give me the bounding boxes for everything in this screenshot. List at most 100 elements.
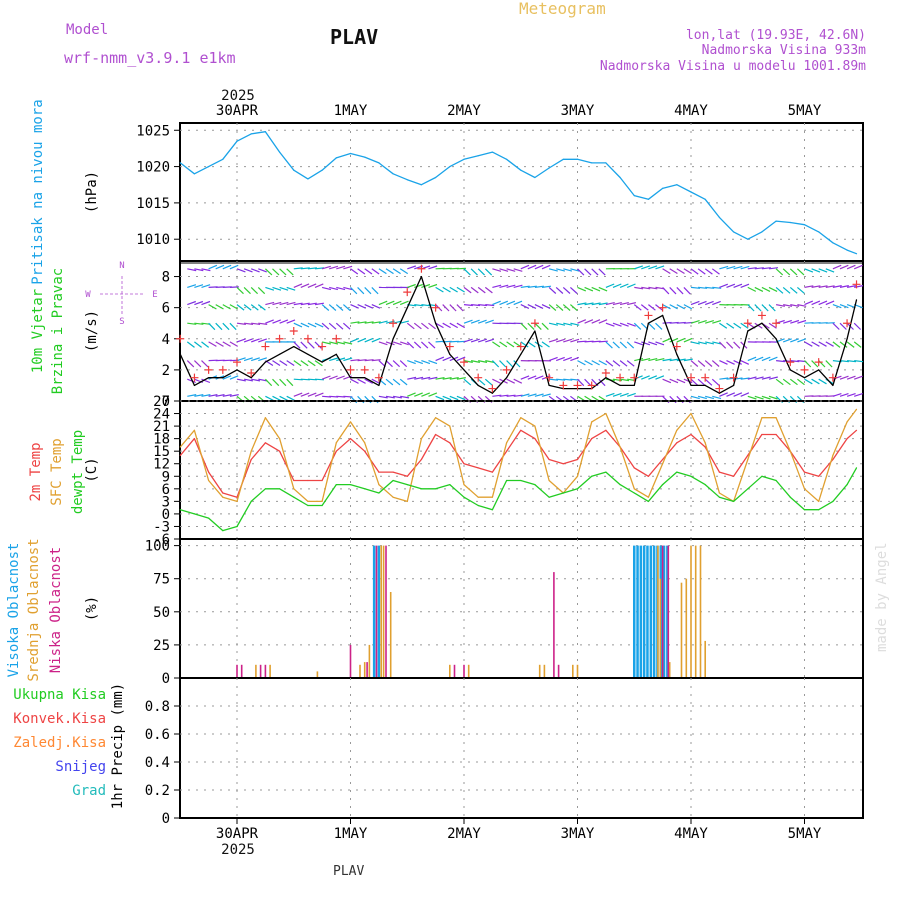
wind-gust-marker: [389, 319, 397, 327]
cloud-mid-bar: [686, 579, 688, 678]
wind-barb: [826, 361, 832, 367]
wind-barb: [443, 287, 451, 292]
cloud-mid-bar: [660, 579, 662, 678]
wind-speed-line-point: [492, 393, 493, 394]
tick-label-y: 25: [153, 638, 170, 654]
temp-t2m-line-point: [208, 472, 209, 473]
wind-barb: [627, 361, 634, 367]
tick-label-y: 27: [153, 394, 170, 410]
wind-speed-line-point: [194, 385, 195, 386]
temp-t2m-line-point: [634, 467, 635, 468]
temp-t2m-line-point: [605, 430, 606, 431]
wind-barb: [209, 305, 217, 309]
wind-gust-marker: [644, 311, 652, 319]
cloud-high-bar: [378, 546, 381, 678]
temp-sfc-line-point: [856, 409, 857, 410]
wind-speed-line-point: [733, 385, 734, 386]
wind-barb: [755, 287, 763, 291]
wind-barb: [762, 287, 770, 291]
temp-sfc-line-point: [478, 497, 479, 498]
pressure-line-point: [804, 224, 805, 225]
wind-barb: [776, 379, 783, 385]
wind-gust-marker: [219, 366, 227, 374]
temp-t2m-line-point: [265, 442, 266, 443]
wind-barb: [485, 379, 492, 385]
day-label-bottom: 5MAY: [788, 826, 822, 842]
temp-axis-title-2: SFC Temp: [49, 438, 65, 505]
temp-dewpt-line-point: [350, 484, 351, 485]
wind-speed-line-point: [719, 393, 720, 394]
cloud-mid-bar: [364, 662, 366, 678]
cloud-low-bar: [236, 665, 238, 678]
wind-barb: [563, 287, 570, 293]
wind-barb: [202, 342, 209, 348]
pressure-line-point: [492, 152, 493, 153]
day-label-top: 1MAY: [334, 103, 368, 119]
pressure-line-point: [265, 131, 266, 132]
panels-layer: 1010101510201025(hPa)02468(m/s)-6-303691…: [6, 99, 863, 842]
wind-speed-line-point: [506, 377, 507, 378]
direction-key-w: W: [85, 290, 91, 300]
wind-barb: [677, 287, 683, 294]
pressure-line-point: [208, 166, 209, 167]
wind-barb: [478, 379, 485, 385]
temp-sfc-line-point: [435, 417, 436, 418]
wind-barb: [315, 342, 321, 348]
temp-dewpt-line-point: [208, 518, 209, 519]
temp-sfc-line-point: [676, 430, 677, 431]
temp-t2m-line-point: [534, 438, 535, 439]
temp-sfc-line-point: [690, 413, 691, 414]
wind-speed-line-point: [690, 385, 691, 386]
temp-t2m-line-point: [463, 463, 464, 464]
tick-label-y: 100: [145, 539, 170, 555]
temp-sfc-line-point: [648, 497, 649, 498]
wind-barb: [797, 269, 804, 275]
wind-barb: [805, 379, 813, 384]
wind-barb: [414, 323, 421, 329]
top-year-label: 2025: [221, 88, 255, 104]
cloud-axis-title-1: Visoka Oblacnost: [6, 543, 22, 678]
pressure-line-point: [293, 170, 294, 171]
cloud-low-bar: [463, 665, 465, 678]
wind-barb: [265, 379, 271, 386]
wind-barb: [436, 287, 444, 292]
wind-speed-line-point: [776, 338, 777, 339]
cloud-high-bar: [636, 546, 639, 678]
wind-speed-line-point: [804, 377, 805, 378]
wind-barb: [230, 323, 236, 330]
wind-barb: [464, 269, 470, 275]
wind-barb: [280, 269, 287, 275]
wind-gust-marker: [304, 335, 312, 343]
temp-sfc-line-point: [265, 417, 266, 418]
temp-dewpt-line-point: [705, 484, 706, 485]
temp-dewpt-line-point: [847, 484, 848, 485]
cloud-axis-title-3: Niska Oblacnost: [48, 547, 64, 673]
pressure-line-point: [407, 179, 408, 180]
wind-barb: [606, 342, 613, 348]
wind-speed-line-point: [407, 307, 408, 308]
wind-barb: [351, 269, 358, 274]
temp-t2m-line-point: [449, 442, 450, 443]
wind-barb: [741, 323, 748, 328]
cloud-mid-bar: [390, 592, 392, 678]
cloud-mid-bar: [700, 546, 702, 678]
wind-barb: [734, 342, 740, 348]
wind-barb: [251, 287, 257, 293]
cloud-axis-title-2: Srednja Oblacnost: [26, 538, 42, 681]
temp-dewpt-line-point: [492, 509, 493, 510]
wind-barb: [691, 361, 698, 367]
temp-dewpt-line-point: [236, 526, 237, 527]
wind-barb: [308, 361, 315, 366]
temp-sfc-line-point: [364, 442, 365, 443]
precip-legend-item-5: Grad: [72, 783, 106, 799]
wind-gust-marker: [318, 343, 326, 351]
cloud-mid-bar: [695, 546, 697, 678]
pressure-line-point: [322, 170, 323, 171]
tick-label-y: 0: [162, 811, 170, 827]
wind-barb: [634, 305, 641, 311]
wind-speed-line-point: [236, 369, 237, 370]
wind-speed-line-point: [364, 377, 365, 378]
wind-barb: [705, 361, 712, 367]
cloud-mid-bar: [544, 665, 546, 678]
wind-barb: [223, 342, 231, 347]
